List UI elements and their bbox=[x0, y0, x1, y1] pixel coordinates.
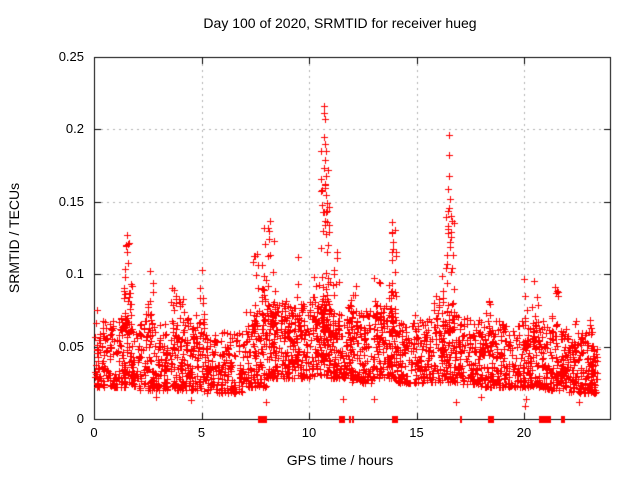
y-tick-label: 0.1 bbox=[65, 266, 84, 282]
x-axis-label: GPS time / hours bbox=[286, 452, 394, 468]
y-tick-label: 0.25 bbox=[58, 49, 84, 64]
x-tick-label: 20 bbox=[516, 425, 532, 440]
x-tick-label: 5 bbox=[197, 425, 206, 440]
x-tick-label: 10 bbox=[301, 425, 317, 440]
y-tick-label: 0 bbox=[76, 411, 84, 426]
x-tick-label: 15 bbox=[409, 425, 424, 440]
chart-title: Day 100 of 2020, SRMTID for receiver hue… bbox=[203, 15, 477, 31]
y-axis-label: SRMTID / TECUs bbox=[6, 182, 22, 294]
y-tick-label: 0.15 bbox=[58, 193, 84, 209]
y-tick-label: 0.05 bbox=[58, 338, 84, 354]
x-tick-label: 0 bbox=[90, 425, 98, 440]
y-tick-label: 0.2 bbox=[65, 121, 84, 137]
